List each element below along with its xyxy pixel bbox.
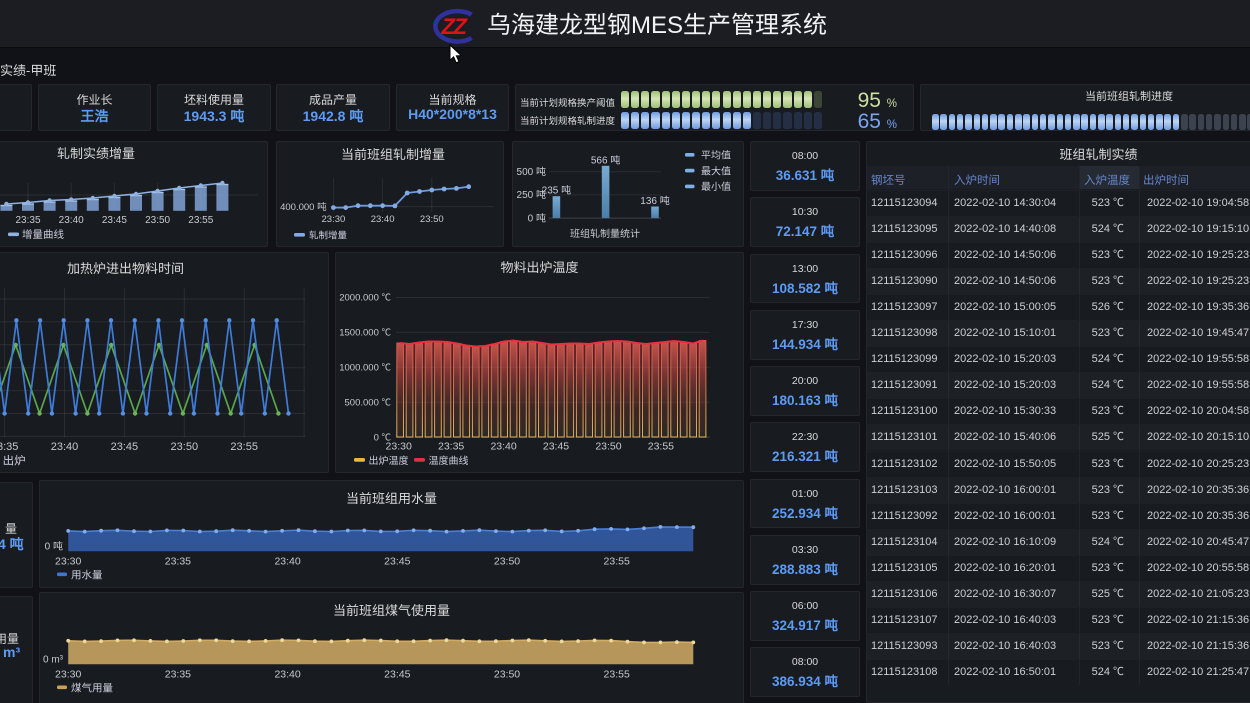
svg-text:23:35: 23:35 bbox=[15, 215, 40, 226]
svg-text:235 吨: 235 吨 bbox=[542, 185, 571, 197]
svg-text:最小值: 最小值 bbox=[701, 181, 731, 193]
svg-text:班组轧制量统计: 班组轧制量统计 bbox=[570, 228, 640, 240]
svg-text:23:45: 23:45 bbox=[384, 556, 410, 568]
svg-text:23:30: 23:30 bbox=[386, 441, 412, 453]
svg-text:0 吨: 0 吨 bbox=[528, 212, 546, 224]
svg-text:136 吨: 136 吨 bbox=[640, 195, 669, 207]
svg-text:23:55: 23:55 bbox=[188, 215, 213, 226]
svg-text:23:35: 23:35 bbox=[0, 441, 18, 453]
svg-text:23:35: 23:35 bbox=[165, 669, 191, 681]
svg-text:ZZ: ZZ bbox=[441, 14, 469, 39]
svg-text:23:55: 23:55 bbox=[604, 556, 630, 568]
svg-text:23:50: 23:50 bbox=[145, 215, 170, 226]
svg-text:23:40: 23:40 bbox=[59, 215, 84, 226]
svg-text:23:30: 23:30 bbox=[55, 669, 81, 681]
svg-text:1000.000 ℃: 1000.000 ℃ bbox=[339, 363, 391, 374]
svg-text:500.000 ℃: 500.000 ℃ bbox=[345, 397, 392, 408]
svg-text:23:50: 23:50 bbox=[494, 556, 520, 568]
svg-text:0 吨: 0 吨 bbox=[45, 541, 63, 553]
svg-text:增量曲线: 增量曲线 bbox=[22, 229, 64, 241]
svg-text:温度曲线: 温度曲线 bbox=[429, 455, 469, 467]
svg-text:0 ℃: 0 ℃ bbox=[374, 432, 392, 443]
svg-text:23:45: 23:45 bbox=[384, 669, 410, 681]
svg-text:500 吨: 500 吨 bbox=[517, 166, 546, 178]
svg-text:2000.000 ℃: 2000.000 ℃ bbox=[339, 293, 391, 304]
svg-text:23:55: 23:55 bbox=[648, 441, 674, 453]
svg-text:250 吨: 250 吨 bbox=[517, 189, 546, 201]
svg-text:23:50: 23:50 bbox=[171, 441, 199, 453]
svg-text:23:50: 23:50 bbox=[595, 441, 621, 453]
svg-text:23:40: 23:40 bbox=[51, 441, 79, 453]
svg-text:最大值: 最大值 bbox=[701, 165, 731, 177]
svg-text:0 m³: 0 m³ bbox=[43, 655, 64, 666]
svg-text:23:40: 23:40 bbox=[490, 441, 516, 453]
svg-text:23:40: 23:40 bbox=[274, 556, 300, 568]
svg-text:1500.000 ℃: 1500.000 ℃ bbox=[339, 328, 391, 339]
svg-text:23:45: 23:45 bbox=[543, 441, 569, 453]
svg-text:煤气用量: 煤气用量 bbox=[71, 683, 113, 695]
svg-text:出炉温度: 出炉温度 bbox=[369, 455, 409, 467]
svg-text:400.000 吨: 400.000 吨 bbox=[280, 202, 327, 213]
svg-text:平均值: 平均值 bbox=[701, 150, 731, 162]
svg-text:23:55: 23:55 bbox=[604, 669, 630, 681]
svg-text:23:30: 23:30 bbox=[322, 214, 346, 225]
svg-text:23:50: 23:50 bbox=[494, 669, 520, 681]
svg-text:23:35: 23:35 bbox=[438, 441, 464, 453]
svg-text:23:55: 23:55 bbox=[230, 441, 258, 453]
svg-text:23:50: 23:50 bbox=[420, 214, 444, 225]
svg-text:用水量: 用水量 bbox=[71, 570, 103, 582]
svg-text:23:45: 23:45 bbox=[111, 441, 139, 453]
svg-text:轧制增量: 轧制增量 bbox=[309, 231, 348, 242]
svg-text:出炉: 出炉 bbox=[3, 455, 26, 468]
svg-text:23:40: 23:40 bbox=[371, 214, 395, 225]
svg-text:23:35: 23:35 bbox=[165, 556, 191, 568]
svg-text:23:40: 23:40 bbox=[274, 669, 300, 681]
svg-text:23:30: 23:30 bbox=[55, 556, 81, 568]
svg-text:566 吨: 566 吨 bbox=[591, 154, 620, 166]
svg-text:23:45: 23:45 bbox=[102, 215, 127, 226]
